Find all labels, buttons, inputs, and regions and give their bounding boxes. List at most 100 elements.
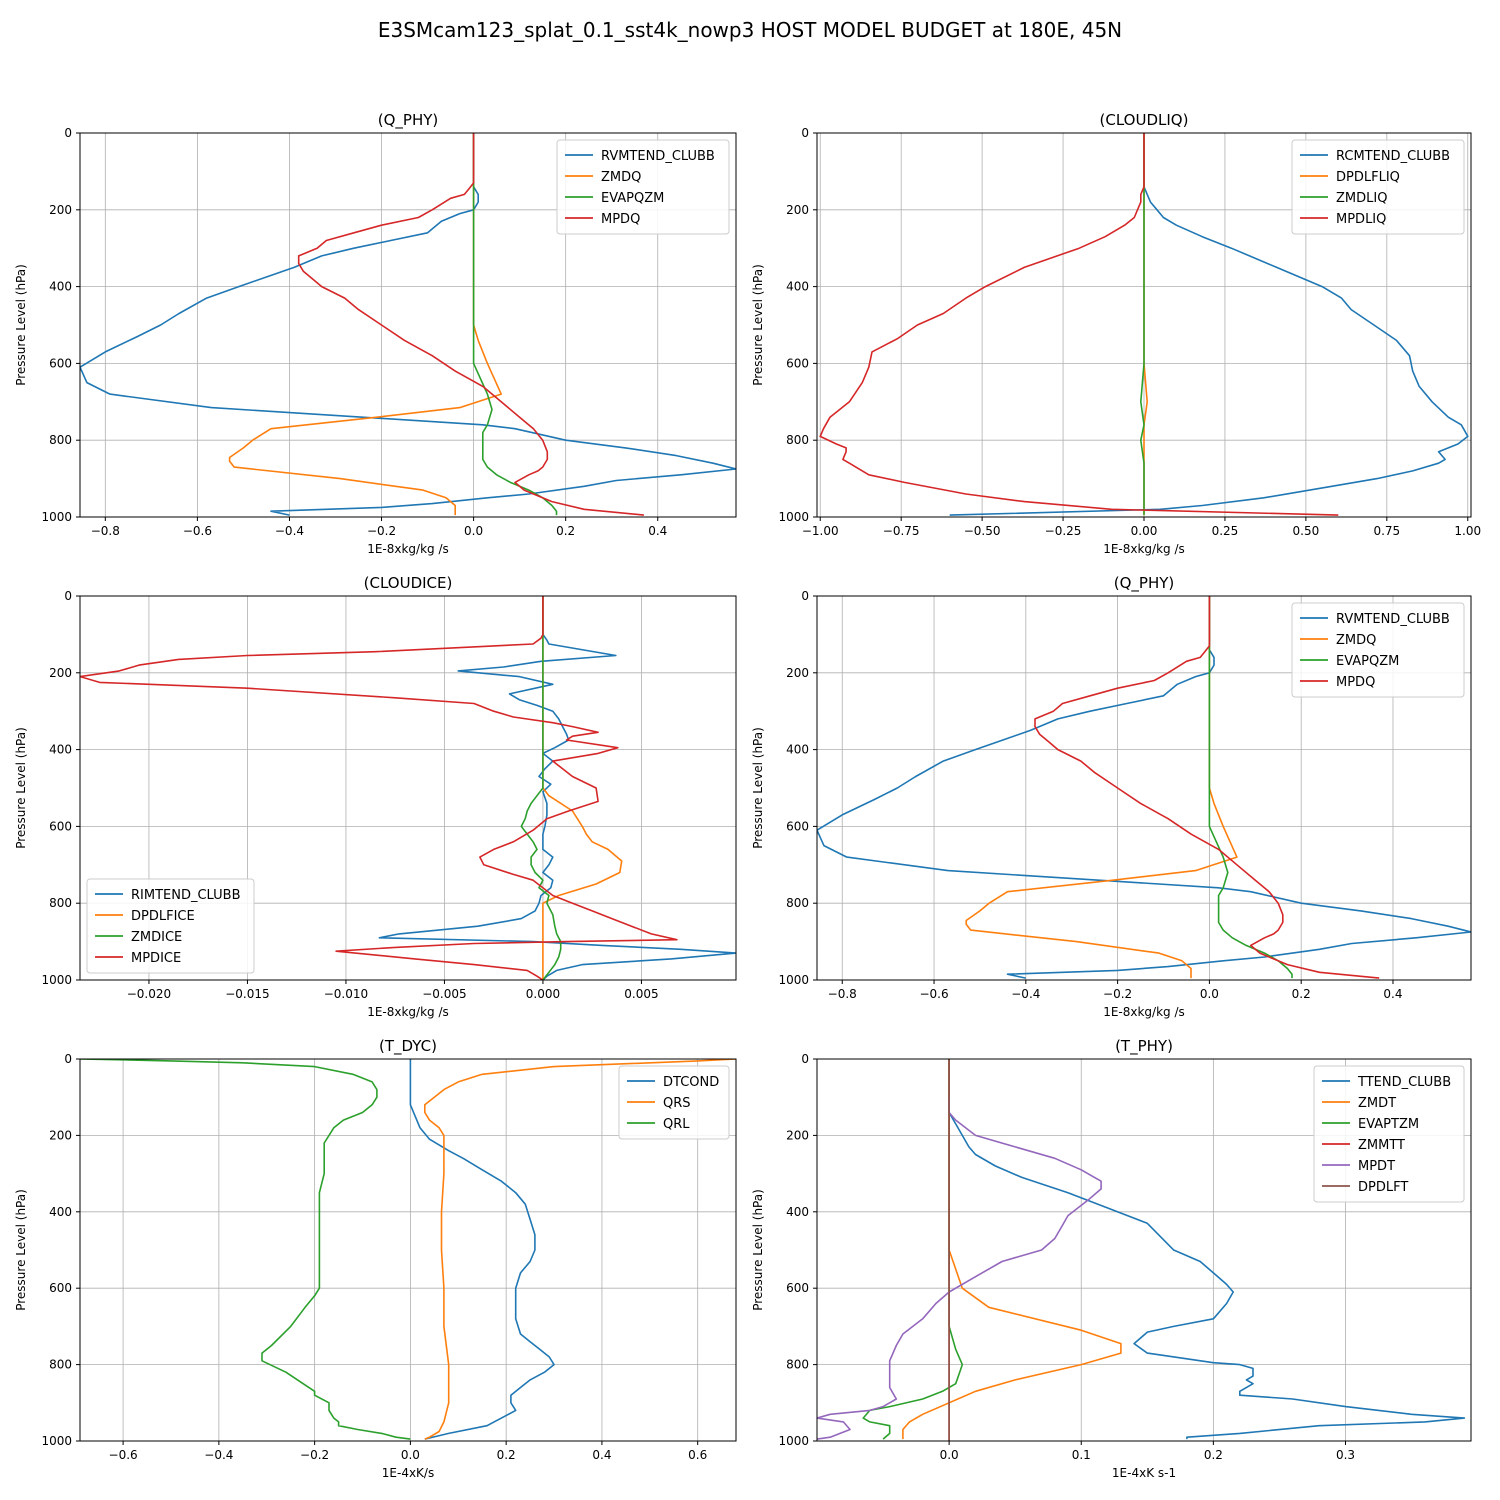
x-tick-label: −0.6 <box>919 987 948 1001</box>
legend-label: MPDICE <box>131 951 181 966</box>
x-tick-label: −1.00 <box>802 524 839 538</box>
x-axis-label: 1E-4xK s-1 <box>1112 1466 1176 1480</box>
x-tick-label: 0.1 <box>1072 1448 1091 1462</box>
y-tick-label: 400 <box>49 280 72 294</box>
x-tick-label: 0.0 <box>940 1448 959 1462</box>
series-group <box>817 1059 1466 1441</box>
chart-panel-3: −0.020 −0.015 −0.010 −0.005 0.000 0.005 0 200 40… <box>14 574 737 1019</box>
legend-box <box>618 1065 730 1140</box>
series-line-dtcond <box>409 1059 555 1440</box>
legend-label: DPDLFLIQ <box>1336 170 1400 185</box>
x-tick-label: 0.75 <box>1373 524 1400 538</box>
x-tick-label: 0.2 <box>1204 1448 1223 1462</box>
series-line-mpdq <box>297 133 644 516</box>
x-tick-label: −0.020 <box>127 987 171 1001</box>
series-line-rvmtend-clubb <box>817 596 1471 979</box>
axes-frame <box>79 132 737 518</box>
y-tick-label: 0 <box>801 589 809 603</box>
y-tick-label: 800 <box>49 896 72 910</box>
x-tick-label: 0.4 <box>648 524 667 538</box>
legend-label: ZMDQ <box>601 170 641 185</box>
series-line-rimtend-clubb <box>378 596 736 980</box>
panel-title: (CLOUDLIQ) <box>1100 111 1189 129</box>
legend-box <box>1291 602 1465 698</box>
series-line-qrl <box>80 1059 411 1440</box>
y-tick-label: 200 <box>786 1128 809 1142</box>
y-axis-label: Pressure Level (hPa) <box>14 727 28 849</box>
series-line-mpdliq <box>819 133 1339 516</box>
x-tick-label: −0.25 <box>1045 524 1082 538</box>
x-tick-label: 0.25 <box>1212 524 1239 538</box>
x-tick-label: 0.4 <box>592 1448 611 1462</box>
y-tick-label: 0 <box>64 126 72 140</box>
legend-label: MPDT <box>1358 1159 1395 1174</box>
y-tick-label: 0 <box>801 126 809 140</box>
y-tick-label: 0 <box>801 1052 809 1066</box>
series-group <box>80 133 736 516</box>
legend-label: ZMDQ <box>1336 633 1376 648</box>
series-group <box>80 596 736 980</box>
x-tick-label: −0.8 <box>828 987 857 1001</box>
axes-frame <box>79 1058 737 1442</box>
y-tick-label: 400 <box>49 1205 72 1219</box>
y-axis-label: Pressure Level (hPa) <box>14 264 28 386</box>
figure-title: E3SMcam123_splat_0.1_sst4k_nowp3 HOST MO… <box>378 18 1122 42</box>
x-tick-label: −0.50 <box>964 524 1001 538</box>
y-axis-label: Pressure Level (hPa) <box>751 727 765 849</box>
y-tick-label: 600 <box>786 356 809 370</box>
legend: RIMTEND_CLUBB DPDLFICE ZMDICE MPDICE <box>86 878 255 974</box>
chart-panel-6: 0.0 0.1 0.2 0.3 0 200 400 600 800 1000 (T_PHY) 1E-4… <box>751 1037 1472 1480</box>
x-tick-label: −0.4 <box>275 524 304 538</box>
series-line-zmdt <box>902 1059 1122 1440</box>
legend-box <box>1291 139 1465 235</box>
y-tick-label: 600 <box>786 1281 809 1295</box>
y-tick-label: 800 <box>49 433 72 447</box>
chart-panel-5: −0.6 −0.4 −0.2 0.0 0.2 0.4 0.6 0 200 400 600 800 100… <box>14 1037 737 1480</box>
legend-label: ZMMTT <box>1358 1138 1405 1153</box>
y-tick-label: 400 <box>49 743 72 757</box>
series-group <box>819 133 1469 516</box>
legend-label: ZMDT <box>1358 1096 1396 1111</box>
x-tick-label: −0.015 <box>225 987 269 1001</box>
series-line-zmdice <box>520 596 562 980</box>
y-tick-label: 200 <box>49 666 72 680</box>
x-axis-label: 1E-8xkg/kg /s <box>367 542 449 556</box>
x-tick-label: −0.4 <box>1011 987 1040 1001</box>
series-group <box>80 1059 736 1440</box>
y-tick-label: 0 <box>64 1052 72 1066</box>
y-tick-label: 0 <box>64 589 72 603</box>
axes-frame <box>79 595 737 981</box>
x-tick-label: 0.50 <box>1293 524 1320 538</box>
legend-label: DTCOND <box>663 1075 719 1090</box>
y-tick-label: 800 <box>786 896 809 910</box>
x-tick-label: 0.005 <box>624 987 658 1001</box>
panel-title: (T_DYC) <box>379 1037 437 1056</box>
y-tick-label: 600 <box>786 819 809 833</box>
panel-title: (Q_PHY) <box>378 111 439 130</box>
y-tick-label: 400 <box>786 1205 809 1219</box>
legend-label: RVMTEND_CLUBB <box>601 149 715 164</box>
legend-label: ZMDLIQ <box>1336 191 1387 206</box>
legend-label: TTEND_CLUBB <box>1357 1075 1451 1090</box>
series-line-zmdq <box>228 133 503 516</box>
y-tick-label: 400 <box>786 743 809 757</box>
legend-label: MPDQ <box>1336 675 1375 690</box>
legend-label: QRS <box>663 1096 691 1111</box>
legend-label: QRL <box>663 1117 690 1132</box>
x-tick-label: 0.2 <box>497 1448 516 1462</box>
legend-label: RIMTEND_CLUBB <box>131 888 241 903</box>
legend: RVMTEND_CLUBB ZMDQ EVAPQZM MPDQ <box>556 139 730 235</box>
legend: DTCOND QRS QRL <box>618 1065 730 1140</box>
legend-label: RVMTEND_CLUBB <box>1336 612 1450 627</box>
x-tick-label: −0.6 <box>109 1448 138 1462</box>
series-line-mpdq <box>1034 596 1380 979</box>
y-axis-label: Pressure Level (hPa) <box>751 1189 765 1311</box>
legend-label: EVAPQZM <box>601 191 664 206</box>
series-line-mpdice <box>80 596 678 980</box>
legend-label: EVAPQZM <box>1336 654 1399 669</box>
y-tick-label: 200 <box>49 1128 72 1142</box>
legend-label: RCMTEND_CLUBB <box>1336 149 1450 164</box>
y-tick-label: 600 <box>49 819 72 833</box>
legend-box <box>1313 1065 1465 1203</box>
